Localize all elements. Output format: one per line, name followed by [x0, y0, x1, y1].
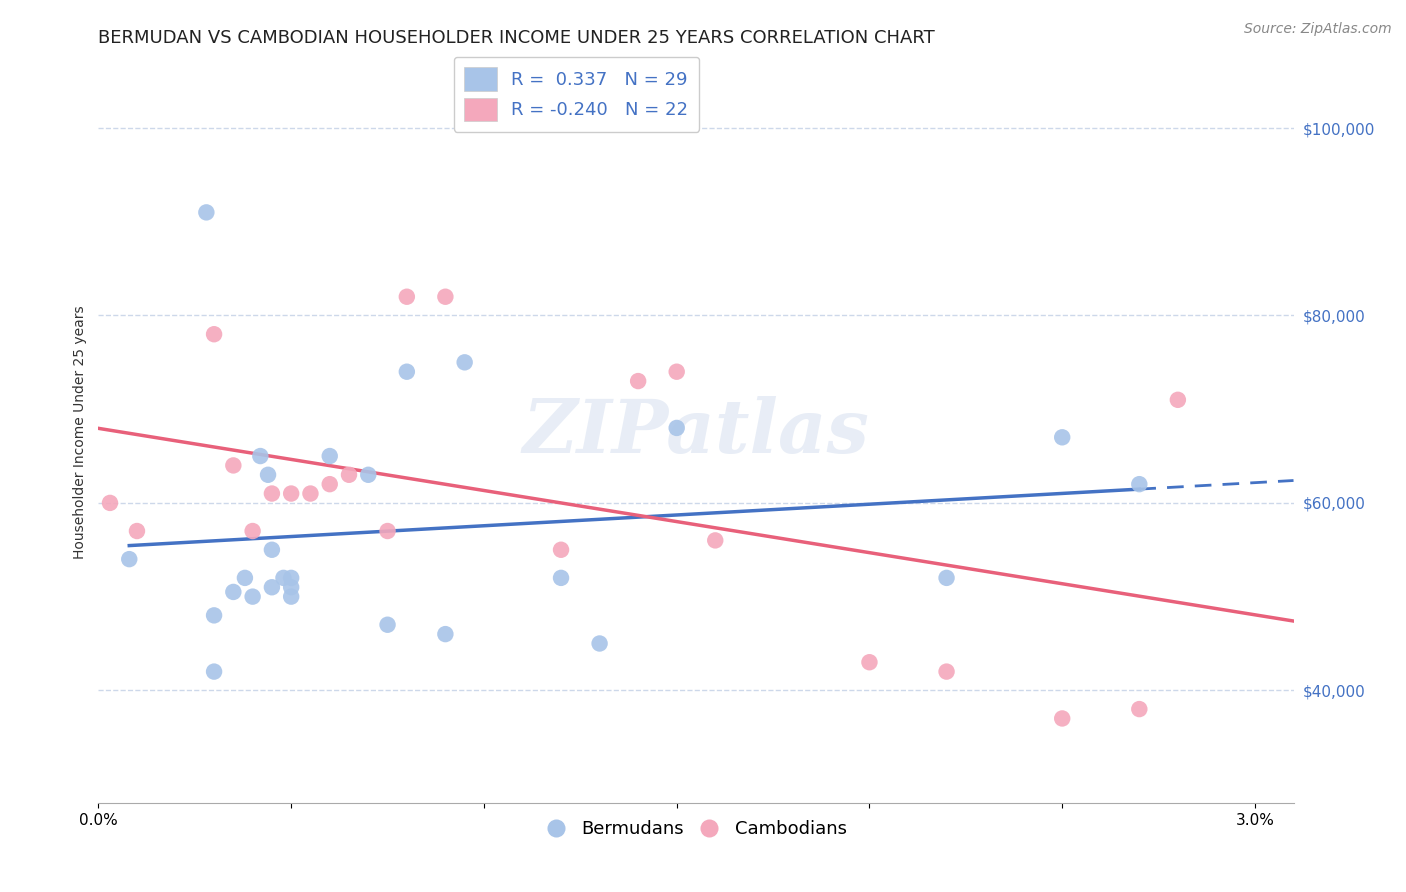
Point: [260, 542, 283, 557]
Point: [249, 449, 271, 463]
Point: [195, 205, 218, 219]
Point: [935, 665, 957, 679]
Point: [222, 585, 245, 599]
Y-axis label: Householder Income Under 25 years: Householder Income Under 25 years: [73, 306, 87, 559]
Point: [377, 617, 399, 632]
Text: ZIPatlas: ZIPatlas: [523, 396, 869, 469]
Point: [858, 655, 880, 669]
Point: [357, 467, 380, 482]
Point: [202, 665, 225, 679]
Point: [704, 533, 727, 548]
Point: [202, 327, 225, 342]
Point: [1128, 477, 1150, 491]
Point: [222, 458, 245, 473]
Point: [665, 365, 688, 379]
Point: [257, 467, 280, 482]
Point: [280, 486, 302, 500]
Point: [118, 552, 141, 566]
Point: [202, 608, 225, 623]
Point: [319, 477, 342, 491]
Point: [260, 486, 283, 500]
Point: [280, 580, 302, 594]
Point: [1050, 711, 1073, 725]
Point: [299, 486, 322, 500]
Point: [434, 627, 457, 641]
Point: [665, 421, 688, 435]
Point: [550, 571, 572, 585]
Point: [125, 524, 148, 538]
Point: [280, 590, 302, 604]
Point: [280, 571, 302, 585]
Point: [260, 580, 283, 594]
Point: [337, 467, 360, 482]
Point: [1167, 392, 1189, 407]
Point: [377, 524, 399, 538]
Point: [233, 571, 256, 585]
Text: BERMUDAN VS CAMBODIAN HOUSEHOLDER INCOME UNDER 25 YEARS CORRELATION CHART: BERMUDAN VS CAMBODIAN HOUSEHOLDER INCOME…: [98, 29, 935, 47]
Point: [453, 355, 475, 369]
Point: [273, 571, 295, 585]
Point: [588, 636, 610, 650]
Point: [395, 290, 418, 304]
Point: [98, 496, 121, 510]
Point: [1128, 702, 1150, 716]
Point: [1050, 430, 1073, 444]
Point: [242, 524, 264, 538]
Point: [319, 449, 342, 463]
Point: [242, 590, 264, 604]
Point: [627, 374, 650, 388]
Legend: Bermudans, Cambodians: Bermudans, Cambodians: [538, 814, 853, 846]
Point: [434, 290, 457, 304]
Point: [395, 365, 418, 379]
Text: Source: ZipAtlas.com: Source: ZipAtlas.com: [1244, 22, 1392, 37]
Point: [935, 571, 957, 585]
Point: [550, 542, 572, 557]
